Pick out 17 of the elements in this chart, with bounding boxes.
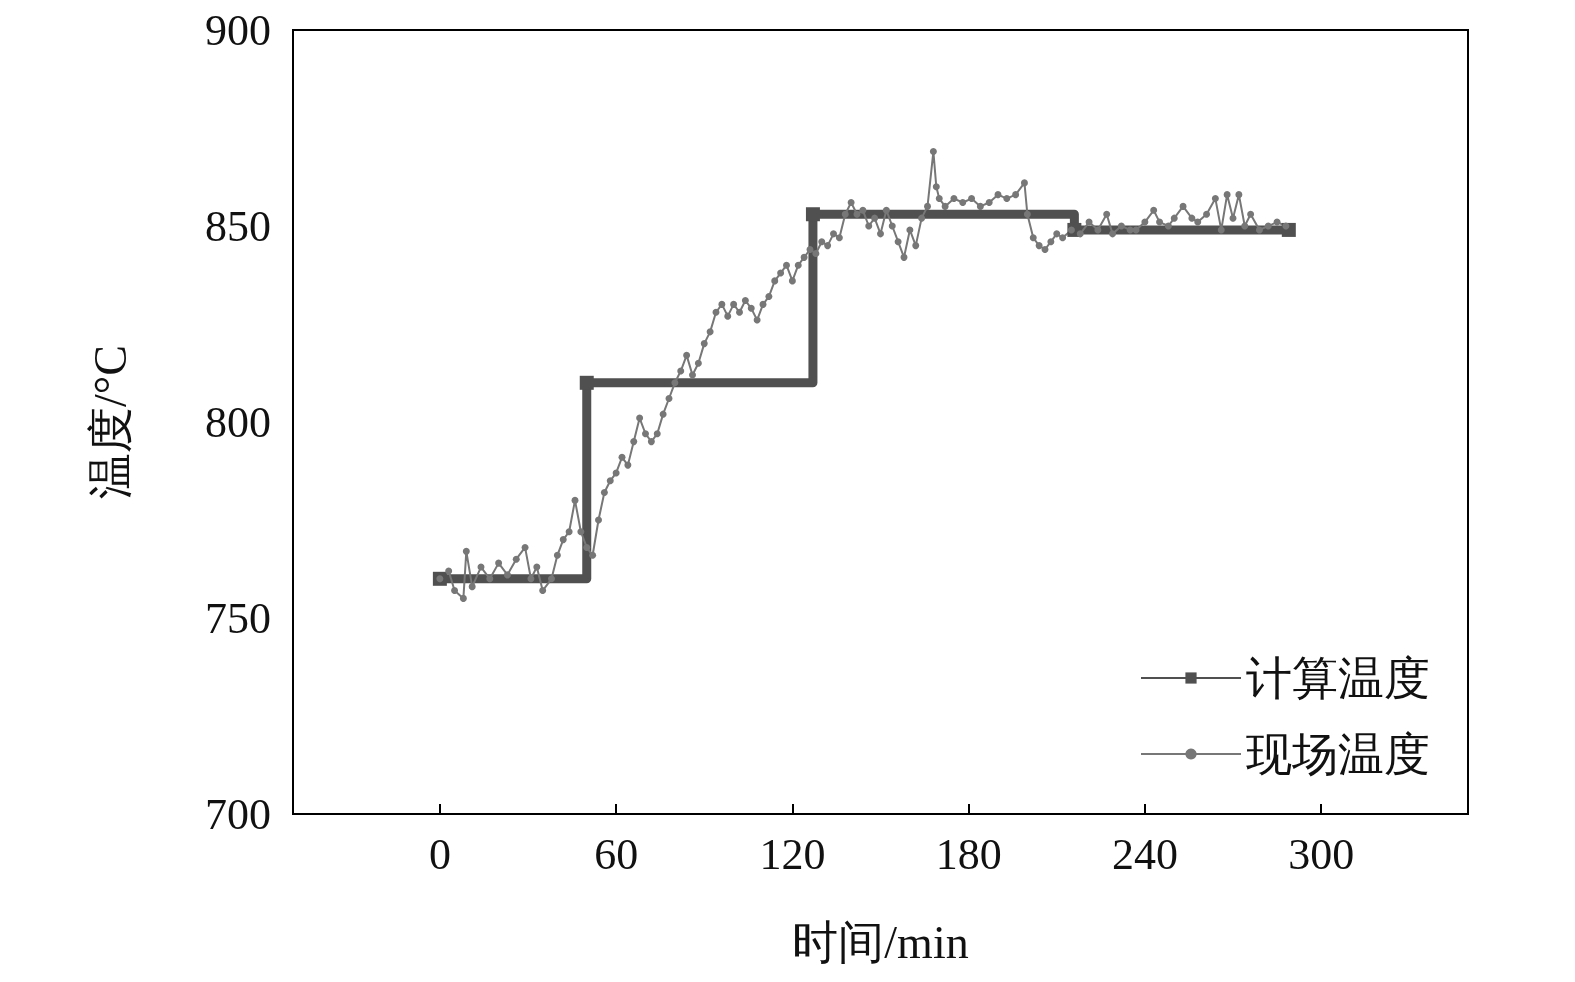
x-tick-label: 120 [759, 829, 826, 879]
x-tick-label: 240 [1111, 829, 1178, 879]
y-axis-title: 温度/°C [84, 345, 136, 499]
x-tick-label: 300 [1288, 829, 1355, 879]
y-tick-label: 800 [205, 397, 271, 447]
x-tick-label: 180 [935, 829, 1002, 879]
point [805, 207, 820, 222]
y-tick-label: 700 [205, 789, 271, 839]
y-tick-label: 900 [205, 5, 271, 55]
x-tick-label: 0 [428, 829, 451, 879]
y-tick-label: 750 [205, 593, 271, 643]
x-tick-label: 60 [594, 829, 639, 879]
legend-label: 计算温度 [1246, 652, 1430, 704]
legend-label: 现场温度 [1246, 728, 1430, 780]
y-tick-label: 850 [205, 201, 271, 251]
x-axis-title: 时间/min [792, 916, 969, 968]
point [579, 375, 594, 390]
